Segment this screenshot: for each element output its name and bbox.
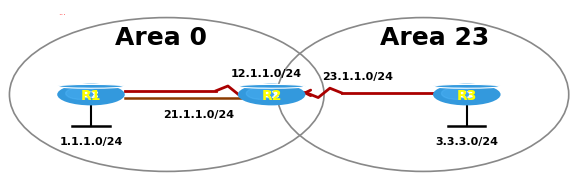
- Ellipse shape: [57, 84, 125, 88]
- Text: R1: R1: [81, 89, 101, 103]
- Text: R3: R3: [457, 89, 477, 103]
- Text: 21.1.1.0/24: 21.1.1.0/24: [163, 110, 234, 120]
- Text: 23.1.1.0/24: 23.1.1.0/24: [322, 72, 393, 82]
- Text: 12.1.1.0/24: 12.1.1.0/24: [230, 69, 301, 79]
- Circle shape: [238, 84, 305, 105]
- Text: 3.3.3.0/24: 3.3.3.0/24: [435, 137, 498, 147]
- Ellipse shape: [442, 88, 472, 99]
- Circle shape: [57, 84, 125, 105]
- Ellipse shape: [238, 84, 305, 88]
- Ellipse shape: [433, 84, 500, 88]
- Text: Area 23: Area 23: [380, 26, 489, 50]
- Text: Area 0: Area 0: [115, 26, 207, 50]
- Text: R2: R2: [262, 89, 282, 103]
- Ellipse shape: [246, 88, 277, 99]
- Text: ...: ...: [58, 8, 66, 17]
- Ellipse shape: [65, 88, 96, 99]
- Text: 1.1.1.0/24: 1.1.1.0/24: [60, 137, 123, 147]
- Circle shape: [433, 84, 500, 105]
